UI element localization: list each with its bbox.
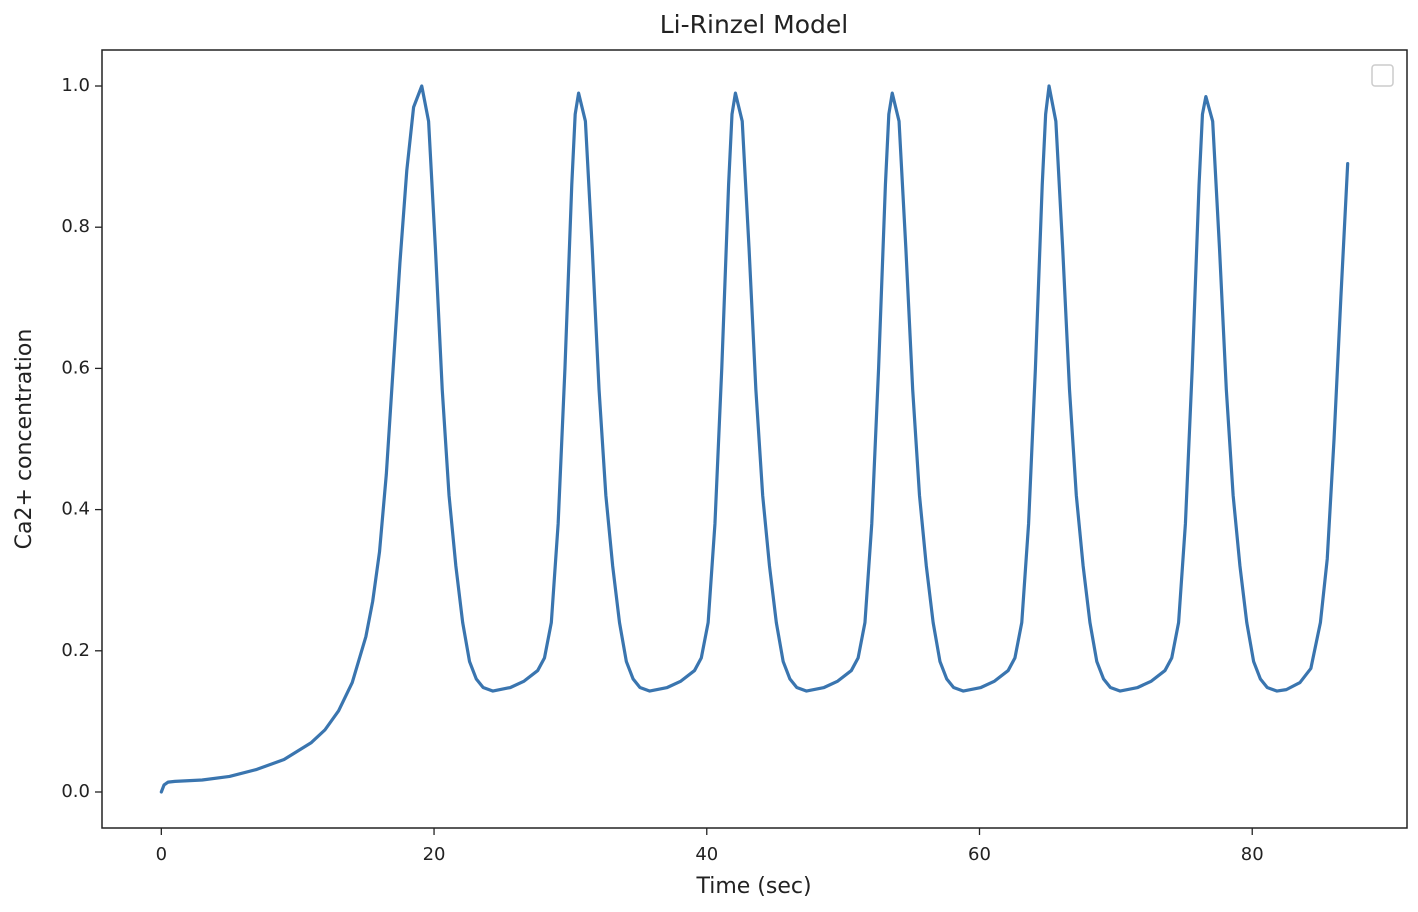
x-tick-label: 60 (968, 844, 991, 865)
y-axis-label: Ca2+ concentration (12, 329, 37, 550)
plot-frame (101, 49, 1408, 829)
chart-title: Li-Rinzel Model (660, 10, 849, 39)
y-tick-label: 0.6 (61, 357, 90, 378)
data-line (159, 84, 1350, 794)
x-tick-label: 0 (156, 844, 167, 865)
y-tick-label: 0.0 (61, 781, 90, 802)
y-tick-label: 0.2 (61, 640, 90, 661)
x-tick-label: 20 (423, 844, 446, 865)
x-axis-label: Time (sec) (695, 874, 811, 899)
legend-box (1371, 64, 1394, 87)
y-tick-label: 1.0 (61, 75, 90, 96)
y-tick-label: 0.8 (61, 216, 90, 237)
y-tick-label: 0.4 (61, 499, 90, 520)
x-tick-label: 40 (695, 844, 718, 865)
x-tick-label: 80 (1241, 844, 1264, 865)
